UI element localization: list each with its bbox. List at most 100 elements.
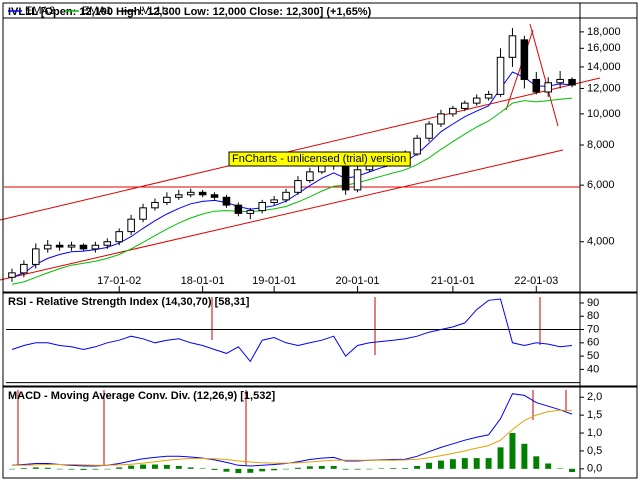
- candle-body: [210, 194, 219, 198]
- candle-body: [246, 210, 255, 214]
- candle-body: [496, 56, 505, 95]
- candle-body: [353, 169, 362, 191]
- histogram-bar: [437, 460, 444, 469]
- candle-body: [437, 113, 445, 125]
- histogram-bar: [163, 464, 170, 469]
- panel-frame: [2, 292, 638, 387]
- annotation-box: [228, 151, 411, 167]
- histogram-bar: [211, 468, 218, 470]
- candle-body: [306, 171, 314, 182]
- candle-body: [163, 196, 171, 203]
- legend-label: IVL1L: [139, 5, 168, 17]
- legend-label: EMA3: [25, 5, 55, 17]
- trend-lines: [0, 23, 601, 281]
- candle-body: [103, 241, 112, 246]
- histogram-bar: [259, 468, 266, 472]
- histogram-bar: [80, 468, 87, 470]
- annotation-text: FnCharts - unlicensed (trial) version: [232, 153, 406, 165]
- candle-body: [568, 78, 576, 86]
- histogram-bar: [390, 468, 397, 469]
- y-tick-label: 40: [587, 363, 599, 375]
- histogram-bar: [283, 468, 290, 470]
- candle-body: [461, 102, 469, 109]
- histogram-bar: [354, 468, 361, 470]
- candle-body: [67, 244, 76, 248]
- histogram-bar: [485, 458, 492, 469]
- histogram-bar: [318, 465, 325, 469]
- y-tick-label: 70: [587, 323, 599, 335]
- histogram-bar: [247, 468, 254, 473]
- candle-body: [198, 191, 207, 196]
- candle-body: [32, 248, 40, 265]
- histogram-bar: [20, 468, 27, 469]
- candle-body: [472, 97, 481, 104]
- x-tick-label: 22-01-03: [514, 275, 558, 287]
- series-line: [11, 298, 573, 363]
- panel-title: RSI - Relative Strength Index (14,30,70)…: [8, 296, 250, 308]
- histogram-bar: [533, 456, 540, 469]
- candle-body: [341, 163, 350, 191]
- candle-body: [151, 201, 159, 209]
- series-line: [11, 71, 573, 278]
- candle-body: [282, 191, 290, 201]
- candle-body: [556, 78, 564, 84]
- histogram-bar: [116, 467, 123, 469]
- histogram-bar: [140, 464, 147, 469]
- panel-title: MACD - Moving Average Conv. Div. (12,26,…: [8, 390, 275, 402]
- y-tick-label: 18,000: [587, 26, 621, 38]
- histogram-bar: [199, 468, 206, 469]
- trend-line: [0, 77, 601, 221]
- y-tick-label: 10,000: [587, 108, 621, 120]
- candle-body: [294, 180, 302, 193]
- candle-body: [222, 196, 231, 206]
- histogram-bar: [342, 468, 349, 470]
- candle-body: [20, 263, 28, 274]
- histogram-bar: [449, 459, 456, 469]
- histogram-bar: [497, 447, 504, 469]
- panel-title: IVL1L [Open: 12,100 High: 12,300 Low: 12…: [8, 6, 372, 18]
- histogram-bar: [426, 462, 433, 469]
- panel-frame: [2, 386, 638, 479]
- histogram-bar: [569, 468, 576, 473]
- y-tick-label: 0,5: [587, 445, 602, 457]
- candle-body: [520, 39, 529, 80]
- x-tick-label: 18-01-01: [181, 275, 225, 287]
- x-tick-label: 21-01-01: [431, 275, 475, 287]
- candle-body: [139, 207, 147, 220]
- candle-body: [55, 244, 64, 248]
- histogram-bar: [68, 468, 75, 470]
- histogram-bar: [128, 465, 135, 469]
- candle-body: [544, 82, 552, 93]
- histogram-bar: [8, 468, 15, 470]
- x-tick-label: 19-01-01: [252, 275, 296, 287]
- histogram-bar: [378, 468, 385, 469]
- signal-lines: [17, 297, 567, 465]
- candle-body: [318, 165, 326, 173]
- histogram-bar: [56, 468, 63, 470]
- y-tick-label: 16,000: [587, 42, 621, 54]
- histogram-bar: [509, 433, 516, 469]
- y-tick-label: 80: [587, 310, 599, 322]
- candle-body: [115, 231, 123, 243]
- y-tick-label: 14,000: [587, 61, 621, 73]
- histogram-bar: [294, 467, 301, 469]
- histogram-bar: [235, 468, 242, 474]
- x-tick-label: 20-01-01: [336, 275, 380, 287]
- legend-label: EMA1: [82, 5, 112, 17]
- candle-body: [186, 191, 195, 196]
- histogram-bar: [223, 468, 230, 472]
- histogram-bar: [557, 468, 564, 469]
- trend-line: [0, 149, 564, 281]
- histogram-bar: [414, 465, 421, 469]
- y-tick-label: 1,0: [587, 427, 602, 439]
- candle-body: [91, 244, 100, 250]
- candle-body: [127, 218, 135, 233]
- trend-line: [529, 23, 559, 127]
- candle-body: [8, 272, 16, 278]
- histogram-bar: [175, 465, 182, 469]
- histogram-bar: [44, 467, 51, 469]
- candle-body: [234, 204, 243, 214]
- candle-body: [79, 244, 88, 250]
- y-tick-label: 60: [587, 337, 599, 349]
